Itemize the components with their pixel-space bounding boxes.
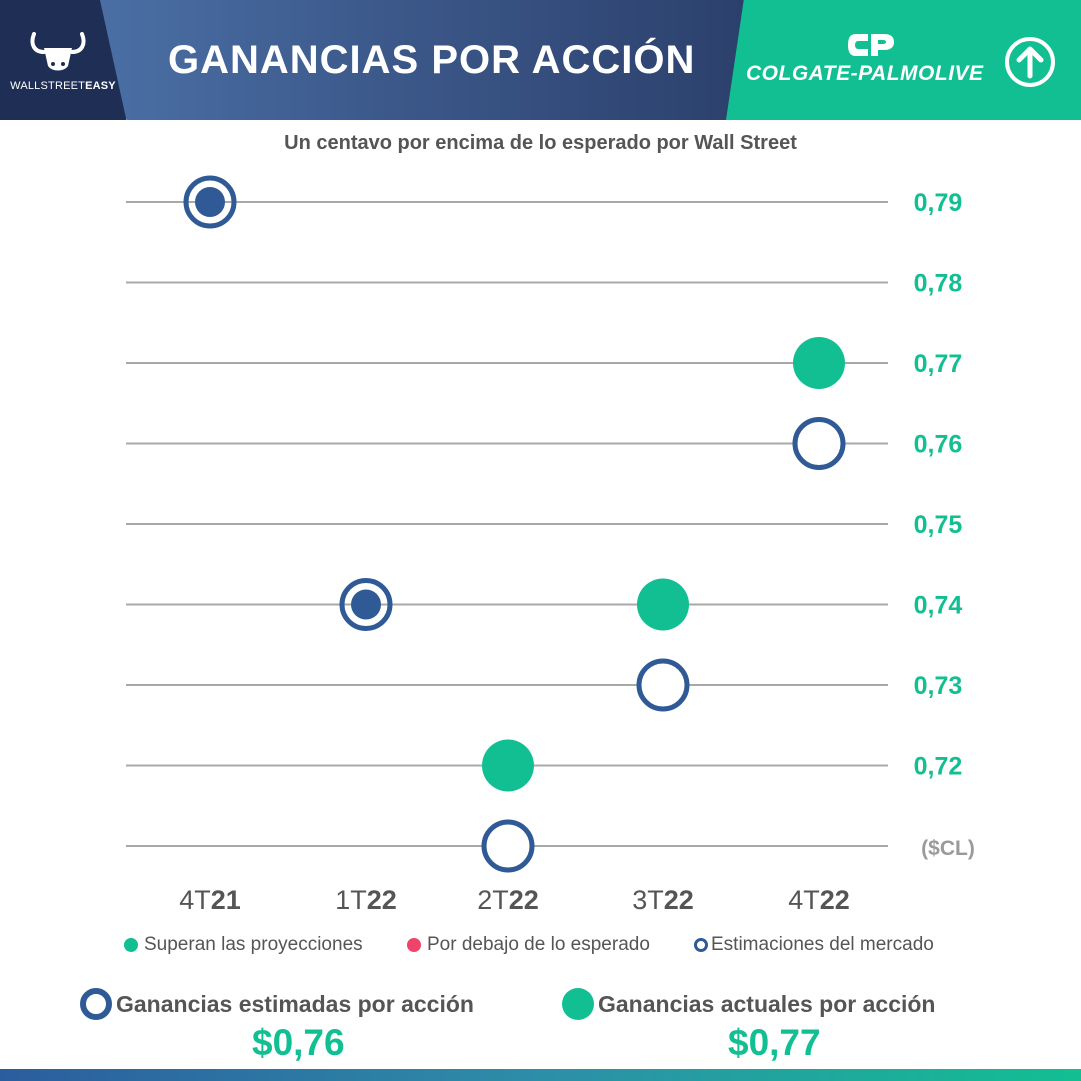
x-tick-label: 2T22	[477, 885, 539, 915]
legend-estimate-ring-icon	[694, 938, 708, 952]
summary-estimated-value: $0,76	[252, 1022, 345, 1063]
legend-beat-dot-icon	[124, 938, 138, 952]
legend-label: Estimaciones del mercado	[711, 934, 934, 955]
y-tick-label: 0,75	[914, 511, 963, 539]
eps-chart: 0,79 0,78 0,77 0,76 0,75 0,74 0,73 0,72 4T21 1T2…	[126, 175, 975, 915]
colgate-cp-logo-icon	[848, 34, 894, 56]
actual-point	[195, 187, 225, 217]
summary-actual-value: $0,77	[728, 1022, 821, 1063]
bull-icon	[30, 32, 86, 71]
x-tick-label: 1T22	[335, 885, 397, 915]
x-tick-label: 3T22	[632, 885, 694, 915]
title-band	[100, 0, 760, 120]
estimate-point	[339, 578, 393, 631]
y-tick-label: 0,76	[914, 431, 963, 459]
legend-miss-dot-icon	[407, 938, 421, 952]
actual-point	[793, 337, 845, 389]
page-title: GANANCIAS POR ACCIÓN	[168, 38, 696, 82]
y-tick-label: 0,73	[914, 672, 963, 700]
summary-actual: Ganancias actuales por acción	[562, 988, 935, 1020]
estimate-ring-icon	[80, 988, 112, 1020]
estimate-point	[636, 658, 690, 712]
x-axis-ticks: 4T21 1T22 2T22 3T22 4T22	[179, 885, 850, 915]
chart-subtitle: Un centavo por encima de lo esperado por…	[284, 132, 797, 154]
legend-label: Por debajo de lo esperado	[427, 934, 650, 955]
header: WALLSTREETEASY GANANCIAS POR ACCIÓN COLG…	[0, 0, 1081, 120]
y-tick-label: 0,77	[914, 350, 963, 378]
actual-point	[482, 739, 534, 792]
y-axis-ticks: 0,79 0,78 0,77 0,76 0,75 0,74 0,73 0,72	[914, 189, 963, 781]
actual-dot-icon	[562, 988, 594, 1020]
brand-name: WALLSTREETEASY	[10, 80, 116, 92]
unit-label: ($CL)	[921, 837, 975, 860]
y-tick-label: 0,78	[914, 270, 963, 298]
estimate-point	[792, 417, 846, 470]
legend-item-miss: Por debajo de lo esperado	[407, 934, 650, 956]
summary-estimated: Ganancias estimadas por acción	[80, 988, 474, 1020]
chart-points	[183, 175, 846, 873]
estimate-point	[481, 819, 535, 873]
summary-actual-label: Ganancias actuales por acción	[598, 990, 936, 1017]
x-tick-label: 4T21	[179, 885, 241, 915]
arrow-up-circle-icon	[1005, 37, 1055, 87]
y-tick-label: 0,72	[914, 753, 963, 781]
x-tick-label: 4T22	[788, 885, 850, 915]
y-tick-label: 0,74	[914, 592, 963, 620]
estimate-point	[183, 175, 237, 229]
legend-label: Superan las proyecciones	[144, 934, 363, 955]
legend: Superan las proyecciones Por debajo de l…	[0, 934, 1081, 962]
actual-point	[637, 578, 689, 631]
actual-point	[351, 589, 381, 620]
chart-grid	[126, 201, 888, 847]
bottom-bar	[0, 1069, 1081, 1081]
y-tick-label: 0,79	[914, 189, 963, 217]
legend-item-estimate: Estimaciones del mercado	[694, 934, 934, 956]
summary-estimated-label: Ganancias estimadas por acción	[116, 990, 474, 1017]
company-name: COLGATE-PALMOLIVE	[746, 62, 984, 85]
legend-item-beat: Superan las proyecciones	[124, 934, 363, 956]
